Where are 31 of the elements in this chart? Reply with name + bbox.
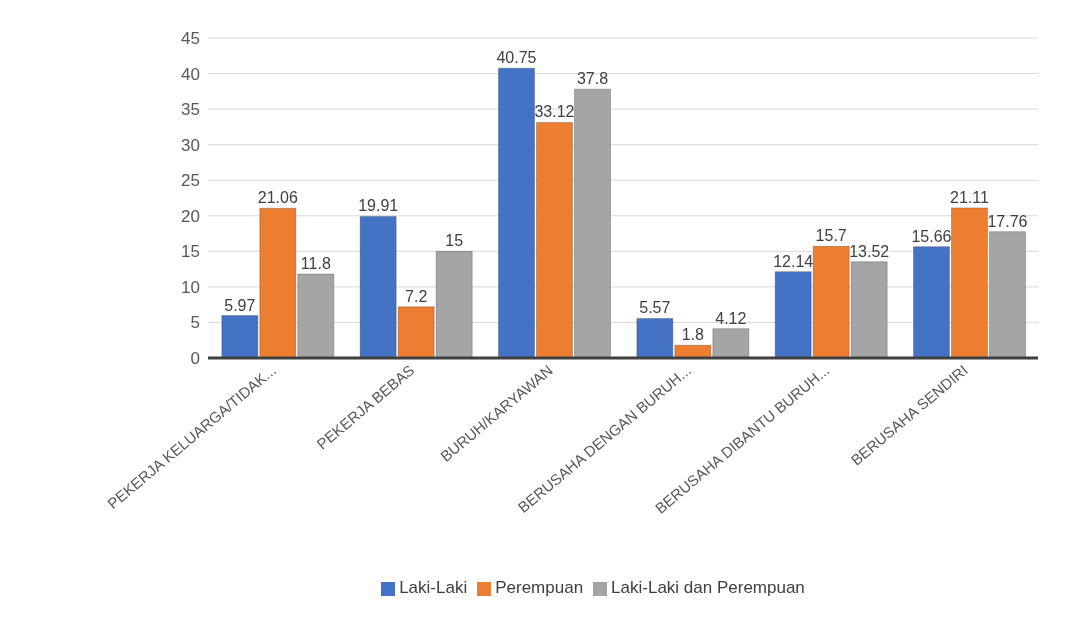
data-label: 5.57: [639, 299, 671, 317]
legend-label: Laki-Laki: [399, 578, 468, 597]
data-label: 33.12: [534, 103, 575, 121]
data-label: 15.7: [815, 227, 847, 245]
y-tick-label: 15: [181, 242, 200, 262]
legend-label: Laki-Laki dan Perempuan: [611, 578, 805, 597]
data-label: 21.06: [257, 189, 298, 207]
data-label: 7.2: [405, 287, 428, 305]
data-label: 13.52: [849, 242, 890, 260]
data-label: 15: [445, 232, 464, 250]
y-tick-label: 5: [190, 313, 200, 333]
y-tick-label: 10: [181, 277, 200, 297]
y-tick-label: 25: [181, 171, 200, 191]
data-label: 5.97: [224, 296, 256, 314]
y-tick-label: 45: [181, 29, 200, 49]
data-label: 11.8: [300, 255, 331, 273]
y-tick-label: 30: [181, 135, 200, 155]
data-label: 12.14: [773, 252, 814, 270]
data-label: 19.91: [358, 197, 399, 215]
y-tick-label: 35: [181, 100, 200, 120]
data-label: 17.76: [987, 212, 1028, 230]
legend-label: Perempuan: [495, 578, 584, 597]
data-label: 4.12: [715, 309, 747, 327]
data-label: 1.8: [681, 326, 705, 344]
data-label: 21.11: [950, 188, 990, 206]
data-label: 40.75: [496, 49, 537, 67]
y-tick-label: 20: [181, 206, 200, 226]
y-tick-label: 40: [181, 64, 200, 84]
y-tick-label: 0: [190, 349, 200, 369]
data-label: 37.8: [576, 70, 609, 88]
data-label: 15.66: [911, 227, 952, 245]
